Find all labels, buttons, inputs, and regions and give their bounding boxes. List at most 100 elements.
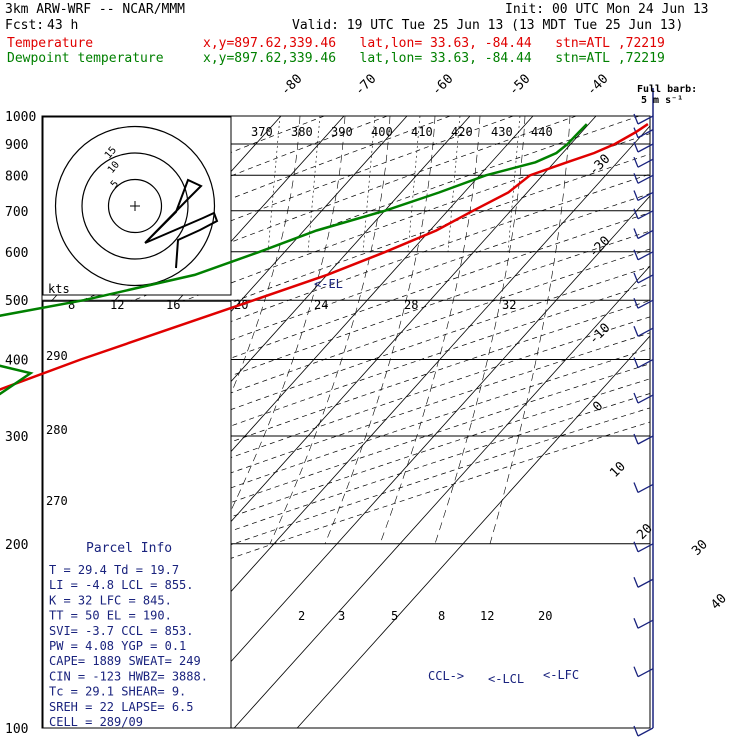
mixing-ratio-label: 20 <box>538 609 552 623</box>
ccl-annotation: CCL-> <box>428 669 464 683</box>
theta-e-label: 400 <box>371 125 393 139</box>
mixing-ratio-label: 5 <box>391 609 398 623</box>
wind-barb <box>637 274 654 284</box>
wind-barb <box>637 299 654 309</box>
wind-barb-flag <box>633 357 639 368</box>
hodograph-unit-label: kts <box>48 282 70 296</box>
isotherm-label: 40 <box>708 591 730 613</box>
theta-e-label: 440 <box>531 125 553 139</box>
parcel-info-box <box>42 300 232 729</box>
wind-barb <box>637 143 654 153</box>
barb-unit-label: 5 m s⁻¹ <box>641 95 683 106</box>
model-title: 3km ARW-WRF -- NCAR/MMM <box>5 2 186 17</box>
wind-barb <box>637 191 654 202</box>
wind-barb-flag <box>633 433 639 445</box>
hodograph-speed-label: 8 <box>68 298 75 312</box>
wind-barb-flag <box>633 190 639 201</box>
mixing-ratio-label: 3 <box>338 609 345 623</box>
isotherm-label: -10 <box>586 321 613 348</box>
dry-adiabat-line <box>42 248 650 464</box>
moist-adiabat-line <box>214 116 346 544</box>
dry-adiabat-line <box>42 348 650 557</box>
isotherm-line <box>233 265 650 728</box>
wind-barb-flag <box>633 208 639 220</box>
wind-barb <box>637 435 654 445</box>
lfc-annotation: <-LFC <box>543 668 579 682</box>
dry-adiabat-line <box>42 393 650 599</box>
dry-adiabat-line <box>42 133 650 357</box>
theta-label: 280 <box>46 423 68 437</box>
moist-adiabat-line <box>434 116 526 544</box>
forecast-hour: 43 h <box>47 18 79 33</box>
mixing-ratio-label: 2 <box>298 609 305 623</box>
pressure-tick-label: 200 <box>5 538 28 553</box>
theta-label: 290 <box>46 349 68 363</box>
wind-barb <box>637 229 654 240</box>
moist-adiabat-line <box>324 116 436 544</box>
wind-barb-flag <box>633 541 639 553</box>
pressure-tick-label: 500 <box>5 294 28 309</box>
wind-barb <box>637 158 654 168</box>
wind-barb-flag <box>633 482 639 493</box>
wind-barb-flag <box>633 228 639 239</box>
mixing-ratio-label: 8 <box>438 609 445 623</box>
dewpoint-location: x,y=897.62,339.46 lat,lon= 33.63, -84.44… <box>203 51 665 66</box>
theta-e-label: 390 <box>331 125 353 139</box>
parcel-info-line: K = 32 LFC = 845. <box>49 593 172 607</box>
dry-adiabat-line <box>42 193 650 412</box>
hodograph-trace <box>144 178 219 269</box>
wind-barb-flag <box>633 325 639 337</box>
dry-adiabat-line <box>42 116 388 253</box>
dry-adiabat-line <box>42 116 577 317</box>
pressure-tick-label: 400 <box>5 354 28 369</box>
dewpoint-legend: Dewpoint temperature <box>7 51 164 66</box>
wind-barb <box>637 129 654 139</box>
el-annotation: <-EL <box>314 277 343 291</box>
barb-key-label: Full barb: <box>637 84 697 95</box>
parcel-info-line: Tc = 29.1 SHEAR= 9. <box>49 685 186 699</box>
wind-barb <box>637 483 654 494</box>
hodograph-speed-label: 32 <box>502 298 516 312</box>
parcel-info-line: CAPE= 1889 SWEAT= 249 <box>49 654 201 668</box>
wind-barb <box>637 619 654 629</box>
wind-barb <box>637 327 654 337</box>
temperature-legend: Temperature <box>7 36 94 51</box>
wind-barb <box>637 251 654 261</box>
theta-label: 270 <box>46 494 68 508</box>
hodograph-speed-label: 24 <box>314 298 328 312</box>
wind-barb <box>637 543 654 553</box>
init-time: Init: 00 UTC Mon 24 Jun 13 <box>505 2 709 17</box>
parcel-info-line: SVI= -3.7 CCL = 853. <box>49 624 194 638</box>
moist-adiabat-line <box>269 116 391 544</box>
parcel-info-line: SREH = 22 LAPSE= 6.5 <box>49 700 194 714</box>
wind-barb <box>637 394 654 404</box>
isotherm-line <box>170 195 650 728</box>
pressure-tick-label: 700 <box>5 205 28 220</box>
isotherm-label: -70 <box>352 72 379 99</box>
pressure-tick-label: 100 <box>5 722 28 737</box>
wind-barb-flag <box>633 666 639 677</box>
wind-barb-flag <box>633 272 639 284</box>
isotherm-label: -80 <box>278 72 305 99</box>
moist-adiabat-line <box>379 116 481 544</box>
isotherm-label: 30 <box>689 537 711 559</box>
dry-adiabat-line <box>42 230 650 447</box>
hodograph-ring <box>54 125 216 287</box>
pressure-tick-label: 300 <box>5 430 28 445</box>
wind-barb-flag <box>633 392 639 404</box>
wind-barb <box>637 115 654 125</box>
dry-adiabat-line <box>42 266 650 480</box>
hodograph-ring-label: 5 <box>109 179 121 191</box>
forecast-label: Fcst: <box>5 18 45 33</box>
parcel-info-line: CIN = -123 HWBZ= 3888. <box>49 669 208 683</box>
wind-barb <box>637 668 654 678</box>
hodograph-ring <box>107 178 163 234</box>
theta-e-label: 420 <box>451 125 473 139</box>
isotherm-label: -50 <box>506 72 533 99</box>
wind-barb-flag <box>633 577 639 588</box>
wind-barb-flag <box>633 113 639 125</box>
temperature-trace <box>0 123 649 391</box>
wind-barb-flag <box>633 249 639 261</box>
moist-adiabat-line <box>489 116 571 544</box>
pressure-tick-label: 600 <box>5 246 28 261</box>
